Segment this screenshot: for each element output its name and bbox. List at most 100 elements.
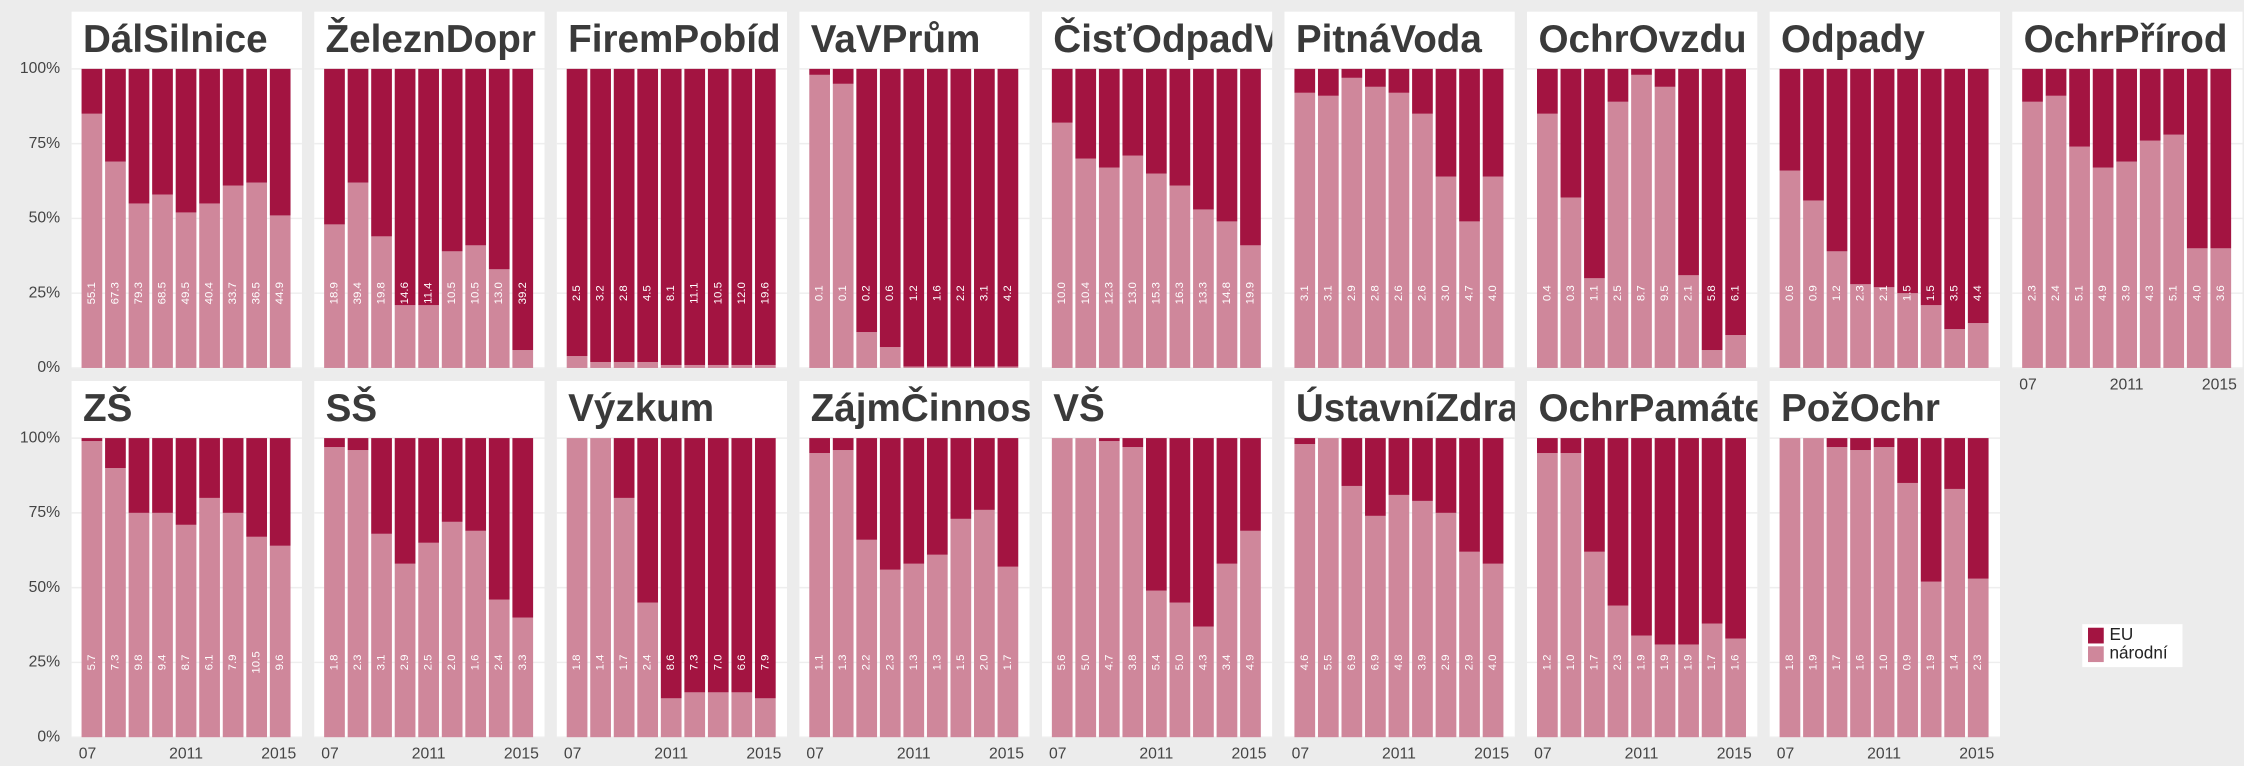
x-tick-label: 07 [79,746,97,763]
bar-eu [269,438,291,546]
bar-narodni [1850,450,1871,738]
value-label: 9.8 [133,654,145,670]
panel: Výzkum 1.8 1.4 1.7 2.4 8.6 7.3 7.0 6.6 7.9 [556,380,788,738]
bar-narodni [997,566,1019,738]
bar-narodni [1584,551,1605,738]
bar-narodni [1803,200,1824,368]
panel: PožOchr 1.8 1.9 1.7 1.6 1.0 0.9 1.9 1.4 2.3 [1769,380,2000,738]
bar-narodni [1482,563,1504,738]
bar-narodni [1779,438,1801,738]
value-label: 1.4 [1949,654,1961,671]
bar-narodni [1317,438,1339,738]
bar-eu [809,438,830,454]
bar-narodni [707,692,729,738]
bar-eu [222,438,244,513]
bar-narodni [371,236,392,368]
value-label: 11.4 [423,282,435,304]
value-label: 4.4 [1972,285,1984,302]
value-label: 1.9 [1659,654,1671,670]
value-label: 33.7 [227,282,239,304]
bar-narodni [1701,623,1723,738]
bar-eu [1607,68,1629,102]
bar-eu [418,438,439,543]
value-label: 7.0 [712,654,724,670]
bar-eu [926,438,948,555]
bar-eu [1654,438,1676,645]
bar-narodni [1678,275,1699,368]
value-label: 2.9 [1464,654,1476,670]
value-label: 4.0 [1487,654,1499,670]
panel-title: ÚstavníZdra [1296,386,1520,430]
bar-eu [1435,68,1457,177]
panel: ZŠ 5.7 7.3 9.8 9.4 8.7 6.1 7.9 10.5 9.6 [71,380,302,738]
bar-narodni [1654,644,1676,738]
legend-swatch [2088,627,2104,644]
legend-swatch [2088,646,2104,663]
panel-title: PožOchr [1781,387,1940,430]
value-label: 16.3 [1174,282,1186,304]
x-tick-label: 07 [1292,746,1310,763]
bar-eu [1317,68,1339,96]
x-tick-label: 07 [564,746,582,763]
value-label: 4.7 [1103,654,1115,670]
x-tick-label: 07 [1777,746,1795,763]
bar-eu [2139,68,2161,141]
value-label: 1.7 [1588,654,1600,670]
bar-eu [1412,68,1433,114]
bar-narodni [418,542,439,738]
bar-eu [1725,68,1746,336]
value-label: 4.7 [1464,285,1476,301]
value-label: 10.4 [1080,281,1092,304]
bar-narodni [1678,644,1699,738]
bar-eu [974,68,995,367]
bar-eu [832,68,854,84]
x-tick-label: 2015 [746,746,781,763]
bar-narodni [809,453,830,738]
bar-narodni [1216,563,1238,738]
bar-narodni [1365,515,1386,738]
value-label: 5.0 [1080,654,1092,670]
bar-narodni [1920,581,1942,738]
bar-eu [1537,68,1558,114]
bar-narodni [1607,605,1629,738]
value-label: 9.5 [1659,285,1671,301]
bar-narodni [684,692,706,738]
bar-eu [394,438,416,564]
value-label: 1.7 [1831,654,1843,670]
x-tick-label: 2015 [1232,746,1267,763]
x-tick-label: 2011 [654,746,688,763]
bar-eu [246,438,268,537]
bar-narodni [1725,335,1746,368]
x-tick-label: 2011 [1139,746,1173,763]
y-tick-label: 25% [29,654,61,671]
value-label: 1.2 [1541,654,1553,670]
bar-eu [512,438,534,618]
bar-narodni [1075,438,1097,738]
value-label: 6.1 [1730,285,1742,301]
value-label: 5.5 [1322,654,1334,670]
bar-eu [269,68,291,216]
bar-eu [1216,68,1238,222]
bar-narodni [1826,447,1848,738]
bar-narodni [324,447,345,738]
bar-eu [856,438,878,540]
bar-eu [1631,438,1652,636]
bar-eu [1850,438,1871,451]
value-label: 68.5 [157,282,169,304]
bar-eu [707,438,729,693]
bar-eu [613,438,635,498]
value-label: 2.3 [884,654,896,670]
value-label: 5.4 [1150,654,1162,671]
panel-title: Odpady [1781,18,1925,61]
bar-eu [324,68,345,225]
bar-eu [1482,68,1504,177]
bar-eu [1560,68,1582,198]
bar-narodni [566,438,588,738]
bar-narodni [1388,494,1410,738]
bar-narodni [809,74,830,368]
bar-eu [879,68,901,348]
value-label: 1.9 [1683,654,1695,670]
value-label: 11.1 [689,282,701,303]
value-label: 8.6 [665,654,677,670]
